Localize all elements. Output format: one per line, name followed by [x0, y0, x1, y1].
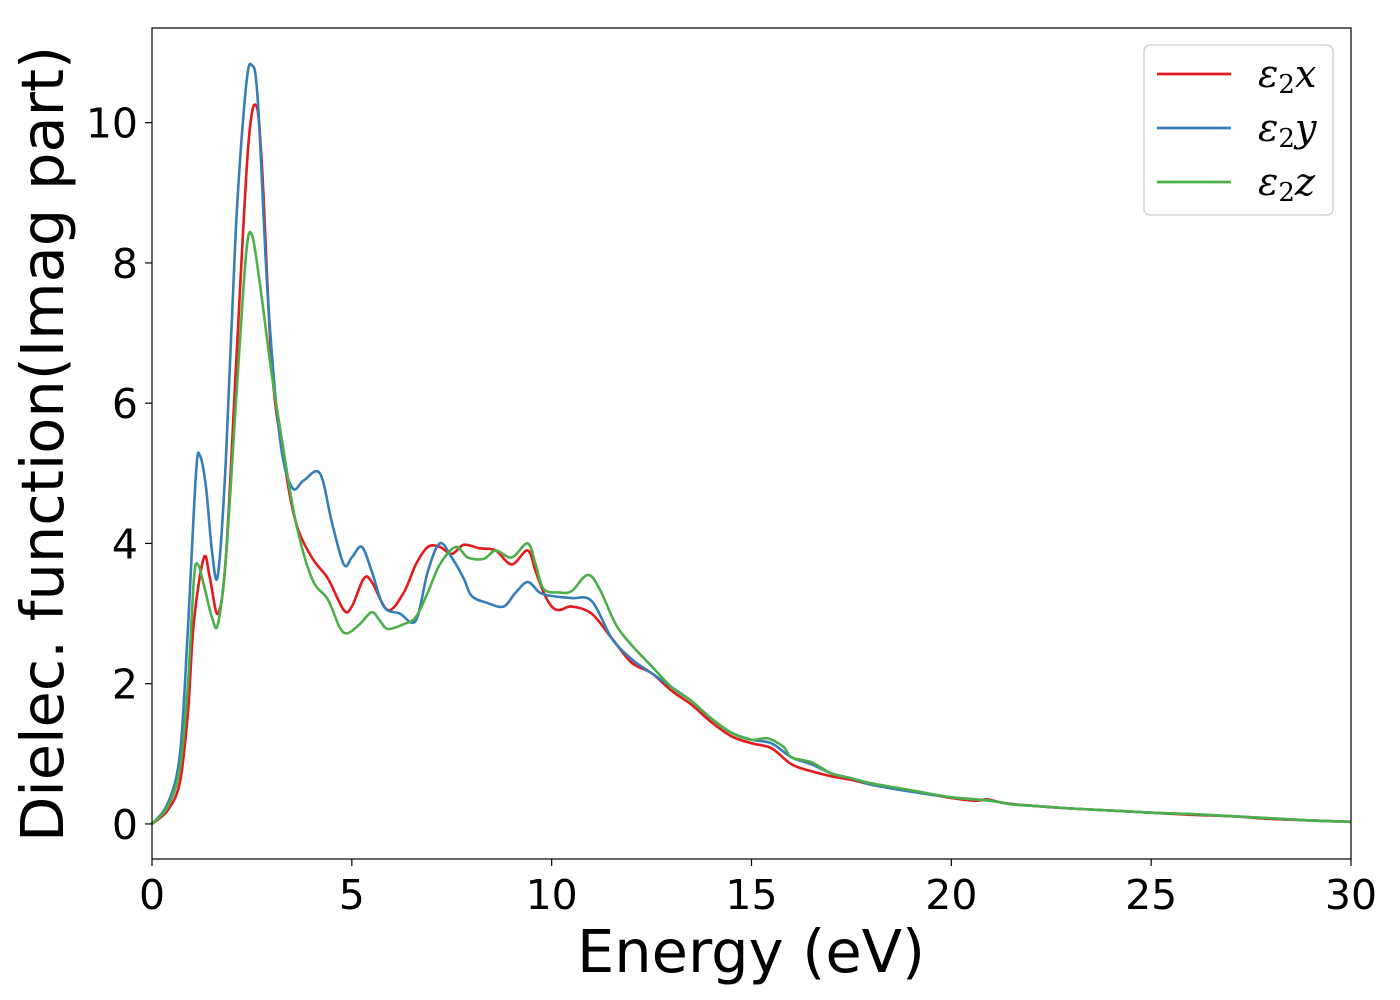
x-axis-title: Energy (eV) [577, 917, 925, 986]
x-tick-label: 0 [139, 871, 165, 919]
legend-label-y: ε2y [1258, 106, 1317, 154]
y-tick-label: 8 [112, 240, 138, 288]
ticks-layer: 0 5 10 15 20 25 30 0 2 4 6 8 10 [86, 100, 1377, 919]
x-tick-label: 20 [925, 871, 977, 919]
y-tick-label: 10 [86, 100, 138, 148]
legend-label-symbol: ε [1258, 160, 1278, 204]
series-layer [150, 62, 1352, 825]
legend-label-axis: z [1294, 160, 1316, 204]
legend-label-symbol: ε [1258, 52, 1278, 96]
series-line-x [151, 103, 1352, 825]
legend-label-subscript: 2 [1278, 70, 1295, 100]
y-tick-label: 6 [112, 380, 138, 428]
legend-label-x: ε2x [1258, 52, 1316, 100]
legend-box [1143, 44, 1334, 216]
series-line-z [151, 230, 1352, 825]
x-tick-label: 5 [339, 871, 365, 919]
y-tick-label: 4 [112, 520, 138, 568]
x-tick-label: 30 [1325, 871, 1377, 919]
y-axis-title: Dielec. function(Imag part) [8, 46, 77, 842]
x-tick-label: 10 [526, 871, 578, 919]
legend-label-subscript: 2 [1278, 178, 1295, 208]
legend-label-symbol: ε [1258, 106, 1278, 150]
y-tick-label: 2 [112, 661, 138, 709]
x-tick-label: 15 [725, 871, 777, 919]
legend-label-axis: y [1293, 106, 1317, 150]
legend-label-axis: x [1295, 52, 1316, 96]
plot-frame [151, 27, 1352, 860]
legend-label-subscript: 2 [1278, 124, 1295, 154]
legend-label-z: ε2z [1258, 160, 1316, 208]
y-tick-label: 0 [112, 801, 138, 849]
x-tick-label: 25 [1125, 871, 1177, 919]
